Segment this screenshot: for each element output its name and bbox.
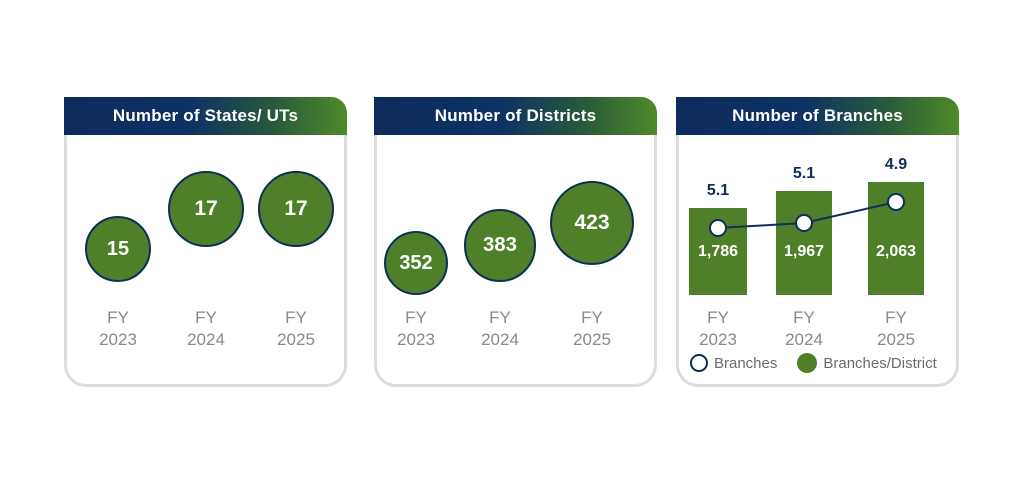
branches-bar-1 [776, 191, 832, 295]
districts-card: Number of Districts 352 FY 2023 383 FY 2024 42… [374, 97, 657, 387]
states-card-title: Number of States/ UTs [64, 97, 347, 135]
branches-plot: 1,786 5.1 FY 2023 1,967 5.1 FY 2024 2,063 4.9 FY 20… [676, 97, 959, 387]
districts-xlabel-0-line-0: FY [405, 308, 427, 327]
districts-plot: 352 FY 2023 383 FY 2024 423 FY 2025 [374, 97, 657, 387]
states-xlabel-2: FY 2025 [256, 307, 336, 351]
branches-marker-2 [887, 193, 905, 211]
districts-bubble-1: 383 [463, 209, 537, 282]
states-xlabel-1-line-1: 2024 [187, 330, 225, 349]
states-xlabel-0-line-0: FY [107, 308, 129, 327]
branches-xlabel-1: FY 2024 [764, 307, 844, 351]
states-xlabel-1-line-0: FY [195, 308, 217, 327]
states-xlabel-0: FY 2023 [78, 307, 158, 351]
districts-bubble-0: 352 [384, 231, 448, 295]
states-bubble-1: 17 [168, 171, 244, 247]
legend-branches-swatch [690, 354, 708, 372]
branches-xlabel-2: FY 2025 [856, 307, 936, 351]
branches-bar-label-1: 1,967 [783, 243, 825, 260]
branches-card: Number of Branches 1,786 5.1 FY 2023 1,967 5.… [676, 97, 959, 387]
branches-per-district-label-2: 4.9 [884, 156, 908, 173]
legend-branches-per-district-swatch [797, 353, 818, 373]
branches-legend: Branches Branches/District [690, 352, 937, 374]
districts-xlabel-2: FY 2025 [552, 307, 632, 351]
districts-xlabel-0: FY 2023 [376, 307, 456, 351]
states-xlabel-1: FY 2024 [166, 307, 246, 351]
branches-xlabel-1-line-0: FY [793, 308, 815, 327]
branches-per-district-label-1: 5.1 [792, 165, 816, 182]
branches-per-district-label-0: 5.1 [706, 182, 730, 199]
states-card: Number of States/ UTs 15 FY 2023 17 FY 2024 17… [64, 97, 347, 387]
districts-xlabel-2-line-0: FY [581, 308, 603, 327]
branches-xlabel-0-line-1: 2023 [699, 330, 737, 349]
districts-xlabel-1-line-0: FY [489, 308, 511, 327]
branches-marker-1 [795, 214, 813, 232]
districts-xlabel-1-line-1: 2024 [481, 330, 519, 349]
states-plot: 15 FY 2023 17 FY 2024 17 FY 2025 [64, 97, 347, 387]
legend-branches-per-district-label: Branches/District [823, 354, 937, 372]
districts-xlabel-1: FY 2024 [460, 307, 540, 351]
districts-card-title: Number of Districts [374, 97, 657, 135]
states-xlabel-2-line-1: 2025 [277, 330, 315, 349]
branches-xlabel-2-line-0: FY [885, 308, 907, 327]
branches-bar-label-2: 2,063 [875, 243, 917, 260]
states-xlabel-0-line-1: 2023 [99, 330, 137, 349]
districts-bubble-2: 423 [550, 181, 634, 265]
branches-xlabel-1-line-1: 2024 [785, 330, 823, 349]
states-xlabel-2-line-0: FY [285, 308, 307, 327]
branches-bar-label-0: 1,786 [697, 243, 739, 260]
districts-xlabel-2-line-1: 2025 [573, 330, 611, 349]
branches-line-layer [709, 193, 905, 237]
branches-marker-0 [709, 219, 727, 237]
branches-xlabel-2-line-1: 2025 [877, 330, 915, 349]
legend-branches-label: Branches [714, 354, 778, 372]
districts-xlabel-0-line-1: 2023 [397, 330, 435, 349]
states-bubble-0: 15 [85, 216, 151, 282]
states-bubble-2: 17 [258, 171, 334, 247]
branches-xlabel-0-line-0: FY [707, 308, 729, 327]
branches-xlabel-0: FY 2023 [678, 307, 758, 351]
branches-card-title: Number of Branches [676, 97, 959, 135]
